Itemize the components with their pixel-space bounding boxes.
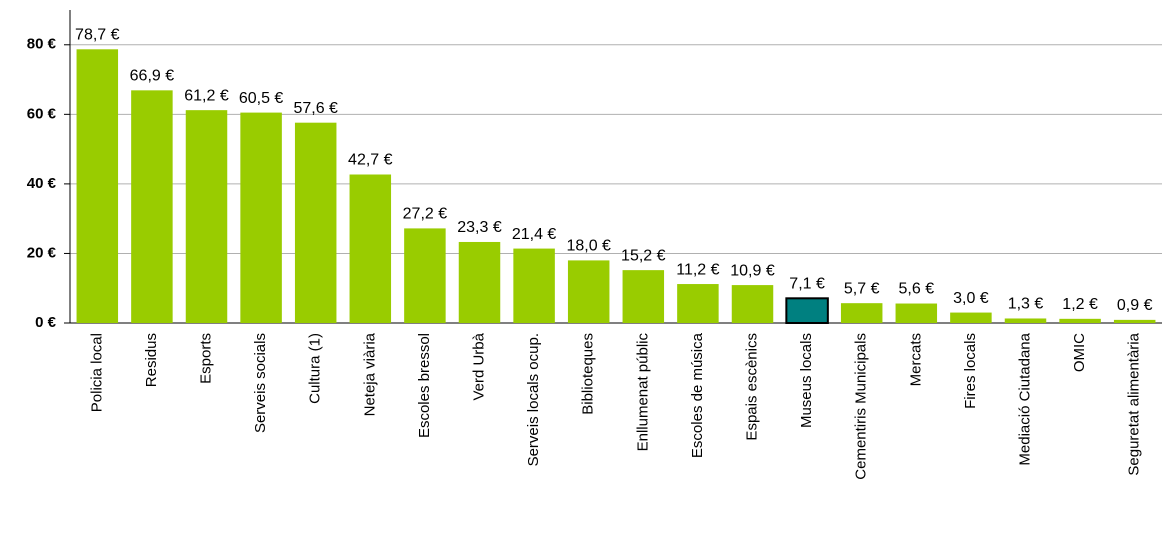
x-tick-label: Escoles de música bbox=[689, 332, 706, 458]
bar bbox=[294, 122, 337, 324]
value-label: 66,9 € bbox=[130, 68, 175, 85]
value-label: 3,0 € bbox=[953, 290, 989, 307]
x-tick-label: Seguretat alimentària bbox=[1126, 332, 1143, 475]
bar bbox=[240, 112, 282, 323]
value-label: 42,7 € bbox=[348, 152, 393, 169]
bar bbox=[1059, 318, 1101, 323]
value-label: 27,2 € bbox=[403, 206, 448, 223]
value-label: 21,4 € bbox=[512, 226, 557, 243]
value-label: 15,2 € bbox=[621, 247, 666, 264]
value-label: 78,7 € bbox=[75, 27, 120, 44]
x-tick-label: Museus locals bbox=[798, 333, 815, 428]
bar bbox=[567, 260, 610, 323]
value-label: 1,3 € bbox=[1008, 296, 1044, 313]
bar bbox=[840, 303, 883, 323]
x-tick-label: Enllumenat públic bbox=[634, 333, 651, 452]
value-label: 7,1 € bbox=[789, 276, 825, 293]
y-tick-label: 20 € bbox=[27, 244, 57, 261]
x-tick-label: Verd Urbà bbox=[470, 332, 487, 400]
x-tick-label: Espais escènics bbox=[743, 333, 760, 441]
x-tick-label: Mediació Ciutadana bbox=[1016, 332, 1033, 465]
bar bbox=[1004, 318, 1047, 323]
x-tick-label: Esports bbox=[197, 333, 214, 384]
value-label: 18,0 € bbox=[566, 238, 611, 255]
bar bbox=[185, 110, 228, 323]
x-tick-label: Fires locals bbox=[962, 333, 979, 409]
bar bbox=[458, 241, 501, 323]
x-tick-label: Mercats bbox=[907, 333, 924, 386]
x-tick-label: Cultura (1) bbox=[307, 333, 324, 404]
value-label: 60,5 € bbox=[239, 90, 284, 107]
bar bbox=[622, 270, 665, 323]
bar bbox=[785, 297, 829, 324]
bar bbox=[895, 303, 938, 323]
value-label: 11,2 € bbox=[676, 261, 719, 278]
bar bbox=[349, 174, 392, 323]
value-label: 10,9 € bbox=[730, 262, 775, 279]
value-label: 57,6 € bbox=[293, 100, 338, 117]
bar bbox=[950, 312, 992, 323]
x-tick-label: Escoles bressol bbox=[416, 333, 433, 438]
x-tick-label: OMIC bbox=[1071, 333, 1088, 372]
value-label: 23,3 € bbox=[457, 219, 502, 236]
bar bbox=[131, 90, 173, 323]
x-tick-label: Neteja viària bbox=[361, 332, 378, 416]
bar bbox=[1113, 319, 1156, 323]
x-tick-label: Serveis locals ocup. bbox=[525, 333, 542, 466]
x-tick-label: Cementiris Municipals bbox=[853, 333, 870, 480]
y-tick-label: 40 € bbox=[27, 175, 57, 192]
value-label: 61,2 € bbox=[184, 87, 229, 104]
bar bbox=[513, 248, 555, 323]
value-label: 1,2 € bbox=[1062, 296, 1098, 313]
bar bbox=[404, 228, 446, 323]
x-tick-label: Policia local bbox=[88, 333, 105, 412]
y-tick-label: 80 € bbox=[27, 36, 57, 53]
x-tick-label: Biblioteques bbox=[580, 333, 597, 415]
y-tick-label: 0 € bbox=[35, 314, 57, 331]
bar bbox=[677, 284, 719, 323]
y-tick-label: 60 € bbox=[27, 105, 57, 122]
value-label: 5,6 € bbox=[899, 281, 935, 298]
bar bbox=[76, 49, 119, 323]
value-label: 5,7 € bbox=[844, 280, 880, 297]
x-tick-label: Serveis socials bbox=[252, 333, 269, 433]
x-tick-label: Residus bbox=[143, 333, 160, 387]
value-label: 0,9 € bbox=[1117, 297, 1153, 314]
bar bbox=[731, 285, 774, 323]
